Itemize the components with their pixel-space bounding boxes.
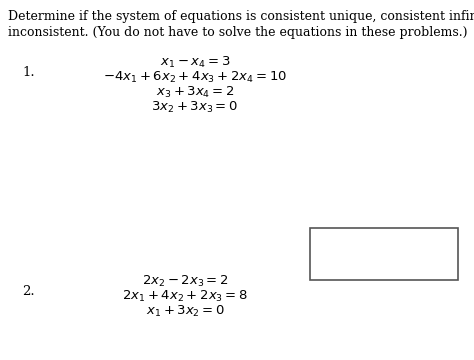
Text: Determine if the system of equations is consistent unique, consistent infinite, : Determine if the system of equations is … (8, 10, 474, 23)
Text: 1.: 1. (22, 66, 35, 79)
Bar (310, 228, 458, 280)
Text: $3x_2 + 3x_3 = 0$: $3x_2 + 3x_3 = 0$ (152, 100, 238, 115)
Text: inconsistent. (You do not have to solve the equations in these problems.): inconsistent. (You do not have to solve … (8, 26, 467, 39)
Text: $x_1 + 3x_2 = 0$: $x_1 + 3x_2 = 0$ (146, 304, 225, 319)
Text: $x_1 - x_4 = 3$: $x_1 - x_4 = 3$ (160, 55, 230, 70)
Text: $2x_1 + 4x_2 + 2x_3 = 8$: $2x_1 + 4x_2 + 2x_3 = 8$ (122, 289, 248, 304)
Text: 2.: 2. (22, 285, 35, 298)
Text: $x_3 + 3x_4 = 2$: $x_3 + 3x_4 = 2$ (155, 85, 234, 100)
Text: $2x_2 - 2x_3 = 2$: $2x_2 - 2x_3 = 2$ (142, 274, 228, 289)
Text: $-4x_1 + 6x_2 + 4x_3 + 2x_4 = 10$: $-4x_1 + 6x_2 + 4x_3 + 2x_4 = 10$ (103, 70, 287, 85)
